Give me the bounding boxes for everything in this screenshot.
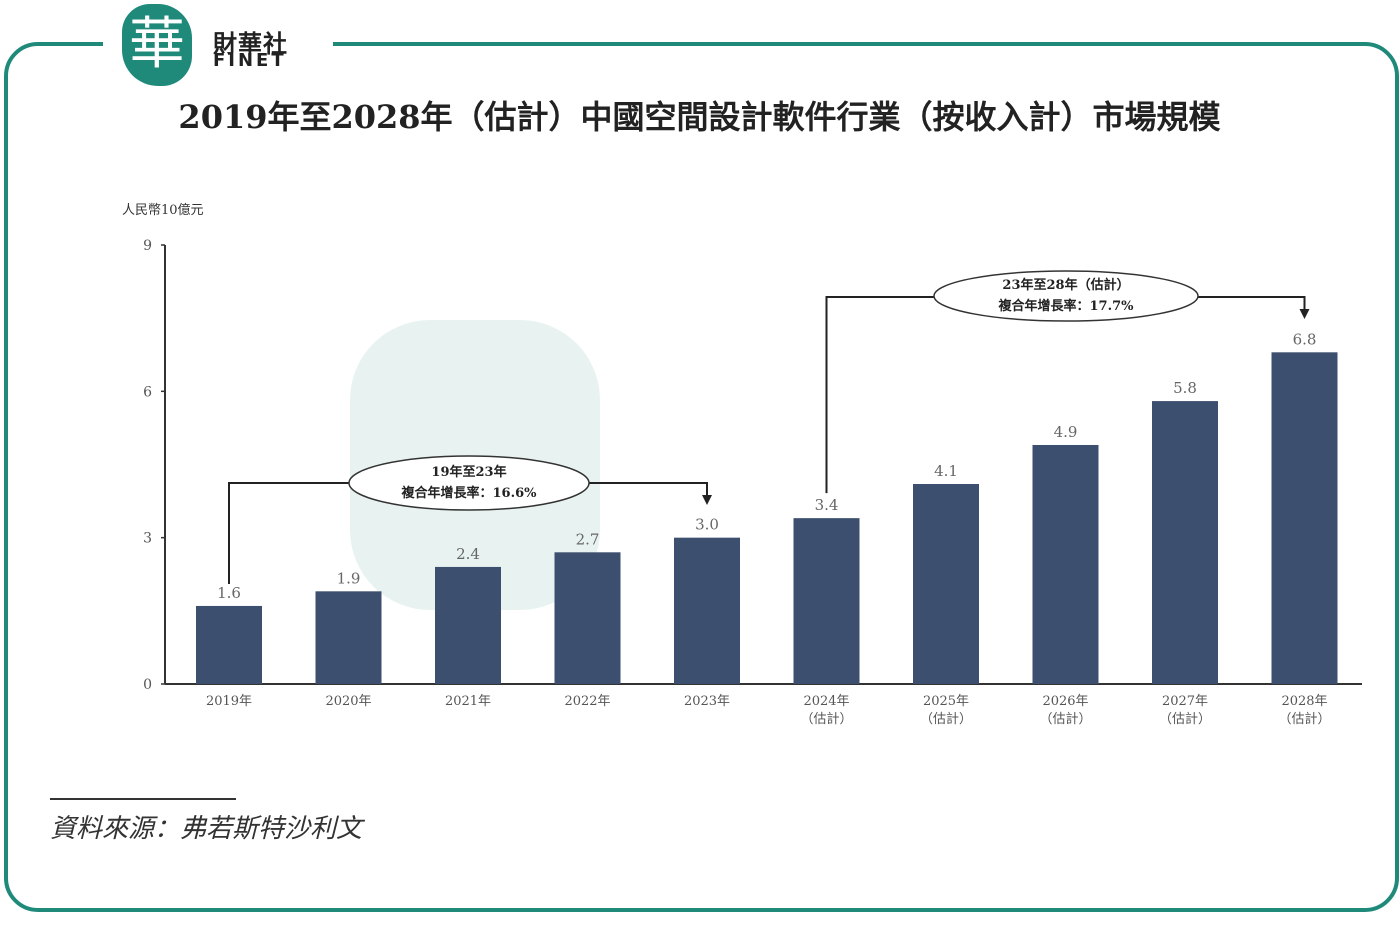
x-tick-note: （估計） <box>1159 711 1211 727</box>
x-tick-label: 2028年 <box>1281 694 1327 709</box>
cagr-period: 19年至23年 <box>431 464 506 480</box>
brand-name-en: FINET <box>213 50 287 71</box>
bar-value-label: 2.4 <box>456 545 480 563</box>
bar <box>674 537 740 684</box>
bar <box>554 552 621 684</box>
bar <box>315 591 382 684</box>
x-tick-note: （估計） <box>1278 711 1330 727</box>
cagr-ellipse <box>348 455 590 511</box>
cagr-rate: 複合年增長率：17.7% <box>997 298 1134 314</box>
x-tick-note: （估計） <box>800 711 852 727</box>
x-tick-label: 2027年 <box>1162 694 1208 709</box>
bar-value-label: 1.6 <box>217 584 241 602</box>
bar <box>435 566 501 684</box>
cagr-ellipse <box>933 270 1199 322</box>
brand-name-cn: 財華社 <box>213 30 288 58</box>
y-tick-label: 3 <box>143 531 152 547</box>
cagr-period: 23年至28年（估計） <box>1002 277 1129 293</box>
bar-value-label: 3.4 <box>815 496 839 514</box>
finet-logo: 華 <box>122 4 192 86</box>
y-axis-label: 人民幣10億元 <box>122 202 204 218</box>
chart-title: 2019年至2028年（估計）中國空間設計軟件行業（按收入計）市場規模 <box>178 98 1221 136</box>
bar <box>913 484 979 684</box>
y-tick-label: 6 <box>143 384 152 400</box>
x-tick-label: 2025年 <box>923 694 969 709</box>
source-divider <box>50 798 236 800</box>
bar <box>1152 401 1218 684</box>
x-tick-label: 2026年 <box>1042 694 1088 709</box>
x-tick-note: （估計） <box>920 711 972 727</box>
x-tick-label: 2019年 <box>206 694 252 709</box>
y-tick-label: 0 <box>143 677 152 693</box>
bar-value-label: 4.1 <box>934 462 958 480</box>
bar-value-label: 3.0 <box>695 516 719 534</box>
arrow-down-icon <box>1299 309 1310 319</box>
bar <box>1271 352 1338 684</box>
y-tick-label: 9 <box>143 238 152 254</box>
x-tick-note: （估計） <box>1039 711 1091 727</box>
cagr-rate: 複合年增長率：16.6% <box>400 485 537 501</box>
bar <box>793 518 860 684</box>
source-note: 資料來源：弗若斯特沙利文 <box>50 814 363 844</box>
arrow-down-icon <box>702 495 712 505</box>
x-tick-label: 2023年 <box>684 694 730 709</box>
bar-value-label: 4.9 <box>1054 423 1078 441</box>
x-tick-label: 2020年 <box>325 694 371 709</box>
x-tick-label: 2021年 <box>445 694 491 709</box>
bar-value-label: 2.7 <box>576 530 600 548</box>
bar-value-label: 5.8 <box>1173 379 1197 397</box>
border-frame <box>4 42 1399 912</box>
x-tick-label: 2024年 <box>803 694 849 709</box>
bar <box>1032 444 1099 684</box>
bar <box>196 605 262 684</box>
bar-value-label: 6.8 <box>1293 330 1317 348</box>
x-tick-label: 2022年 <box>564 694 610 709</box>
bar-value-label: 1.9 <box>337 569 361 587</box>
